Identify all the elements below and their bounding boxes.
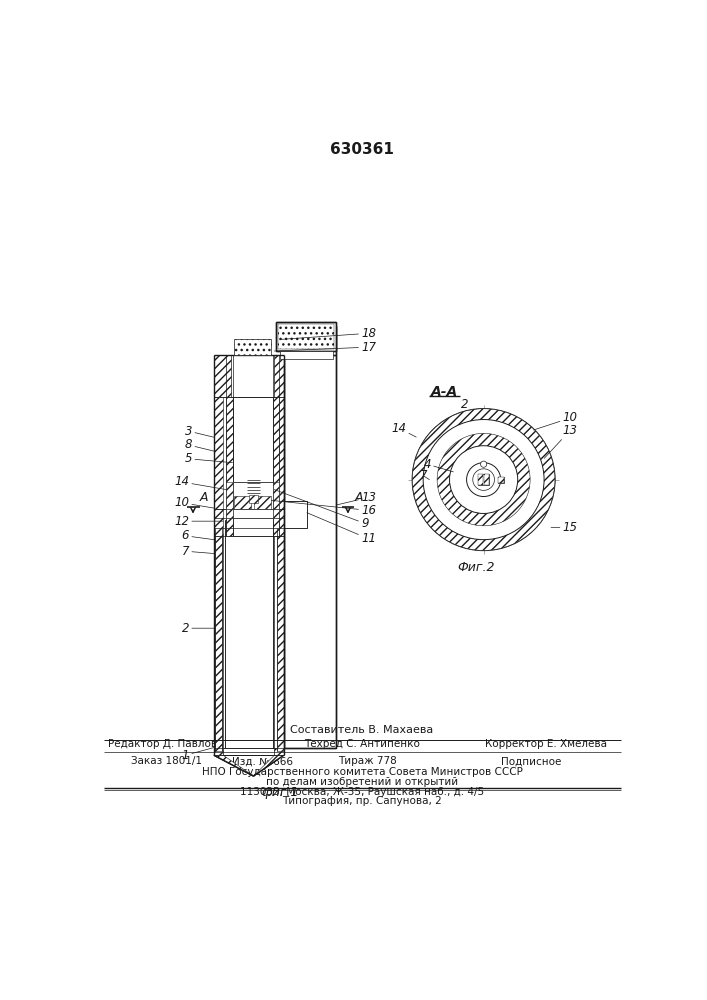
Circle shape (450, 446, 518, 513)
Bar (233, 397, 273, 482)
Text: Корректор Е. Хмелева: Корректор Е. Хмелева (484, 739, 607, 749)
Bar (276, 322, 337, 351)
Circle shape (481, 461, 486, 467)
Bar (216, 528, 222, 751)
Text: 6: 6 (182, 529, 214, 542)
Bar (498, 477, 504, 483)
Text: 14: 14 (174, 475, 226, 490)
Text: Редактор Д. Павлова: Редактор Д. Павлова (108, 739, 223, 749)
Text: 630361: 630361 (330, 142, 394, 157)
Text: 5: 5 (185, 452, 233, 465)
Bar (274, 397, 284, 536)
Bar (233, 397, 273, 482)
Text: 7: 7 (182, 545, 214, 558)
Polygon shape (214, 755, 284, 776)
Bar (478, 474, 483, 485)
Text: 13: 13 (544, 424, 578, 458)
Circle shape (437, 433, 530, 526)
Text: 18: 18 (280, 327, 376, 340)
Bar (484, 474, 489, 485)
Text: фиг.1: фиг.1 (262, 786, 299, 799)
Text: по делам изобретений и открытий: по делам изобретений и открытий (266, 777, 458, 787)
Bar (284, 501, 307, 528)
Polygon shape (253, 755, 284, 776)
Circle shape (412, 409, 555, 550)
Bar (274, 748, 284, 755)
Bar (226, 509, 279, 518)
Text: 14: 14 (391, 422, 416, 437)
Text: 7: 7 (419, 469, 429, 482)
Bar (223, 748, 274, 755)
Circle shape (473, 469, 494, 490)
Text: Заказ 1801/1: Заказ 1801/1 (131, 756, 202, 766)
Text: А-А: А-А (431, 385, 459, 399)
Bar (214, 748, 223, 755)
Bar (231, 355, 274, 397)
Text: 17: 17 (274, 341, 376, 354)
Text: Составитель В. Махаева: Составитель В. Махаева (291, 725, 433, 735)
Text: 11: 11 (307, 513, 376, 545)
Polygon shape (214, 755, 253, 776)
Text: 15: 15 (551, 521, 578, 534)
Bar (284, 355, 337, 748)
Bar (234, 339, 271, 355)
Text: Подписное: Подписное (501, 756, 561, 766)
Text: 113035, Москва, Ж-35, Раушская наб., д. 4/5: 113035, Москва, Ж-35, Раушская наб., д. … (240, 787, 484, 797)
Text: 1: 1 (182, 748, 214, 762)
Bar (255, 496, 271, 509)
Bar (273, 482, 279, 509)
Text: 9: 9 (274, 490, 368, 530)
Text: А: А (200, 491, 209, 504)
Text: 10: 10 (174, 496, 214, 509)
Circle shape (412, 409, 555, 550)
Bar (226, 482, 233, 509)
Bar (280, 351, 332, 359)
Bar (277, 528, 284, 751)
Bar (498, 477, 504, 483)
Text: 4: 4 (423, 458, 453, 472)
Bar (225, 520, 273, 748)
Text: 12: 12 (174, 515, 223, 528)
Text: НПО Государственного комитета Совета Министров СССР: НПО Государственного комитета Совета Мин… (201, 767, 522, 777)
Bar (214, 397, 223, 536)
Text: 3: 3 (185, 425, 214, 438)
Text: 4: 4 (245, 437, 252, 450)
Text: Фиг.2: Фиг.2 (457, 561, 495, 574)
Bar (214, 355, 284, 397)
Bar (233, 509, 273, 518)
Text: А: А (354, 491, 363, 504)
Bar (478, 474, 489, 485)
Text: 2: 2 (182, 622, 216, 635)
Bar (273, 397, 279, 536)
Text: 16: 16 (271, 500, 376, 517)
Bar (226, 397, 233, 536)
Text: Тираж 778: Тираж 778 (338, 756, 397, 766)
Text: 2: 2 (460, 398, 468, 411)
Bar (279, 324, 334, 349)
Text: 1: 1 (464, 448, 472, 461)
Text: Техред С. Антипенко: Техред С. Антипенко (304, 739, 420, 749)
Text: Изд. № 666: Изд. № 666 (233, 756, 293, 766)
Text: Типография, пр. Сапунова, 2: Типография, пр. Сапунова, 2 (282, 796, 442, 806)
Bar (234, 496, 251, 509)
Circle shape (467, 463, 501, 497)
Text: 13: 13 (337, 491, 376, 505)
Text: 10: 10 (534, 411, 578, 430)
Bar (249, 495, 258, 503)
Circle shape (423, 420, 544, 540)
Bar (233, 397, 273, 536)
Text: 8: 8 (185, 438, 214, 451)
